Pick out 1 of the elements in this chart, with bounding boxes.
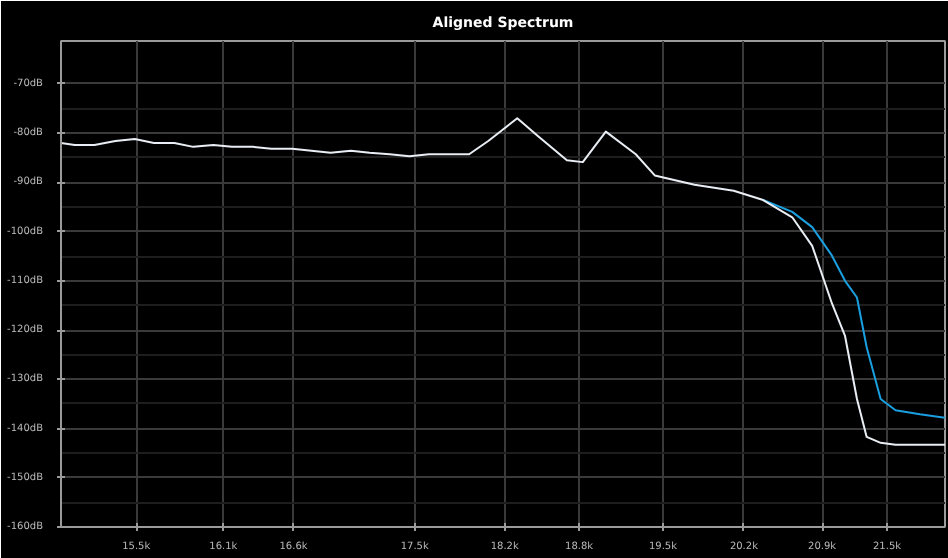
line-series: [762, 199, 945, 419]
